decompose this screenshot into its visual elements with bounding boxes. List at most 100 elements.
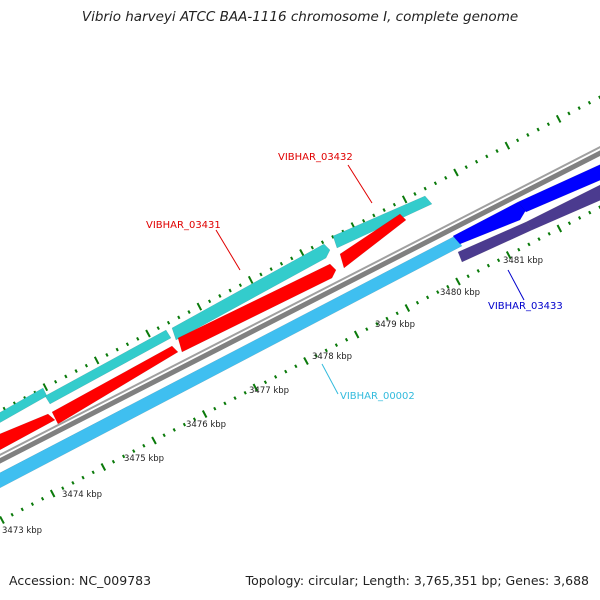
tick-labels: 3473 kbp 3474 kbp 3475 kbp 3476 kbp 3477… bbox=[2, 256, 543, 536]
gene-arrow-red[interactable] bbox=[0, 413, 56, 452]
tick-label: 3474 kbp bbox=[62, 490, 102, 500]
gene-arrow-red[interactable] bbox=[51, 345, 179, 425]
minor-tick bbox=[444, 175, 448, 180]
minor-tick bbox=[423, 186, 427, 191]
tick-label: 3478 kbp bbox=[312, 352, 352, 362]
minor-tick bbox=[213, 406, 217, 411]
major-tick bbox=[299, 249, 305, 257]
minor-tick bbox=[263, 380, 268, 385]
minor-tick bbox=[517, 247, 521, 252]
major-tick bbox=[93, 356, 100, 365]
minor-tick bbox=[486, 263, 490, 268]
minor-tick bbox=[74, 369, 78, 373]
gene-arrow-lightblue[interactable] bbox=[0, 235, 463, 490]
gene-label-vibhar-03431[interactable]: VIBHAR_03431 bbox=[146, 220, 221, 231]
minor-tick bbox=[10, 512, 14, 517]
minor-tick bbox=[84, 363, 88, 368]
gene-arrow-red[interactable] bbox=[339, 213, 407, 269]
minor-tick bbox=[433, 181, 438, 186]
minor-tick bbox=[372, 213, 376, 218]
minor-tick bbox=[177, 315, 181, 320]
gene-arrow-cyan[interactable] bbox=[171, 243, 331, 341]
minor-tick bbox=[496, 258, 501, 263]
minor-tick bbox=[208, 299, 212, 304]
minor-tick bbox=[436, 290, 440, 294]
minor-tick bbox=[136, 336, 140, 341]
gene-track-blue bbox=[452, 160, 600, 263]
gene-arrow-cyan[interactable] bbox=[44, 329, 172, 405]
gene-arrow-dark[interactable] bbox=[525, 180, 600, 231]
minor-tick bbox=[284, 369, 288, 374]
minor-tick bbox=[546, 122, 550, 127]
minor-tick bbox=[115, 347, 119, 352]
major-tick bbox=[201, 410, 208, 418]
minor-tick bbox=[218, 294, 222, 298]
major-tick bbox=[556, 224, 563, 233]
minor-tick bbox=[476, 269, 480, 273]
minor-tick bbox=[375, 322, 379, 326]
minor-tick bbox=[426, 295, 430, 300]
tick-label: 3480 kbp bbox=[440, 288, 480, 298]
minor-tick bbox=[172, 428, 176, 432]
major-tick bbox=[455, 277, 461, 286]
minor-tick bbox=[485, 154, 489, 159]
callout-line bbox=[321, 363, 339, 395]
minor-tick bbox=[587, 100, 592, 105]
callout-line bbox=[215, 229, 241, 271]
major-tick bbox=[353, 330, 360, 339]
minor-tick bbox=[187, 310, 191, 314]
minor-tick bbox=[71, 481, 75, 485]
gene-arrow-blue[interactable] bbox=[517, 160, 600, 213]
minor-tick bbox=[259, 272, 263, 277]
tick-label: 3476 kbp bbox=[186, 420, 226, 430]
major-tick bbox=[49, 489, 56, 498]
tick-label: 3481 kbp bbox=[503, 256, 543, 266]
forward-cds-track-cyan bbox=[0, 195, 433, 423]
minor-tick bbox=[344, 337, 349, 342]
major-tick bbox=[0, 516, 5, 524]
minor-tick bbox=[365, 327, 369, 332]
minor-tick bbox=[233, 396, 237, 400]
gene-label-03432-group: VIBHAR_03432 bbox=[278, 152, 373, 204]
gene-arrow-blue[interactable] bbox=[452, 201, 527, 245]
minor-tick bbox=[334, 343, 338, 347]
gene-label-vibhar-03433[interactable]: VIBHAR_03433 bbox=[488, 301, 563, 312]
minor-tick bbox=[54, 379, 58, 384]
inner-tick-marks bbox=[0, 205, 600, 524]
minor-tick bbox=[392, 202, 396, 207]
minor-tick bbox=[156, 326, 160, 331]
callout-line bbox=[347, 164, 373, 204]
minor-tick bbox=[111, 459, 116, 464]
tick-label: 3473 kbp bbox=[2, 526, 42, 536]
genome-summary-text: Topology: circular; Length: 3,765,351 bp… bbox=[245, 573, 589, 588]
minor-tick bbox=[279, 261, 284, 266]
minor-tick bbox=[320, 240, 325, 245]
minor-tick bbox=[61, 486, 65, 491]
callout-line bbox=[507, 269, 525, 301]
gene-track-lightblue bbox=[0, 235, 463, 490]
tick-label: 3475 kbp bbox=[124, 454, 164, 464]
minor-tick bbox=[269, 267, 273, 271]
minor-tick bbox=[547, 231, 551, 236]
minor-tick bbox=[20, 507, 24, 512]
gene-label-vibhar-00002[interactable]: VIBHAR_00002 bbox=[340, 391, 415, 402]
major-tick bbox=[252, 383, 259, 392]
minor-tick bbox=[474, 159, 479, 164]
gene-label-vibhar-03432[interactable]: VIBHAR_03432 bbox=[278, 152, 353, 163]
major-tick bbox=[247, 275, 254, 284]
minor-tick bbox=[290, 256, 294, 261]
minor-tick bbox=[382, 208, 386, 212]
minor-tick bbox=[331, 235, 335, 239]
gene-label-03433-group: VIBHAR_03433 bbox=[488, 269, 563, 312]
forward-cds-track-red bbox=[0, 213, 407, 452]
minor-tick bbox=[516, 138, 520, 143]
major-tick bbox=[145, 329, 151, 338]
gene-arrow-red[interactable] bbox=[177, 263, 337, 353]
minor-tick bbox=[238, 283, 242, 288]
major-tick bbox=[196, 302, 203, 311]
minor-tick bbox=[324, 348, 328, 353]
gene-arrow-cyan[interactable] bbox=[332, 195, 433, 249]
minor-tick bbox=[446, 284, 450, 289]
minor-tick bbox=[588, 210, 592, 215]
